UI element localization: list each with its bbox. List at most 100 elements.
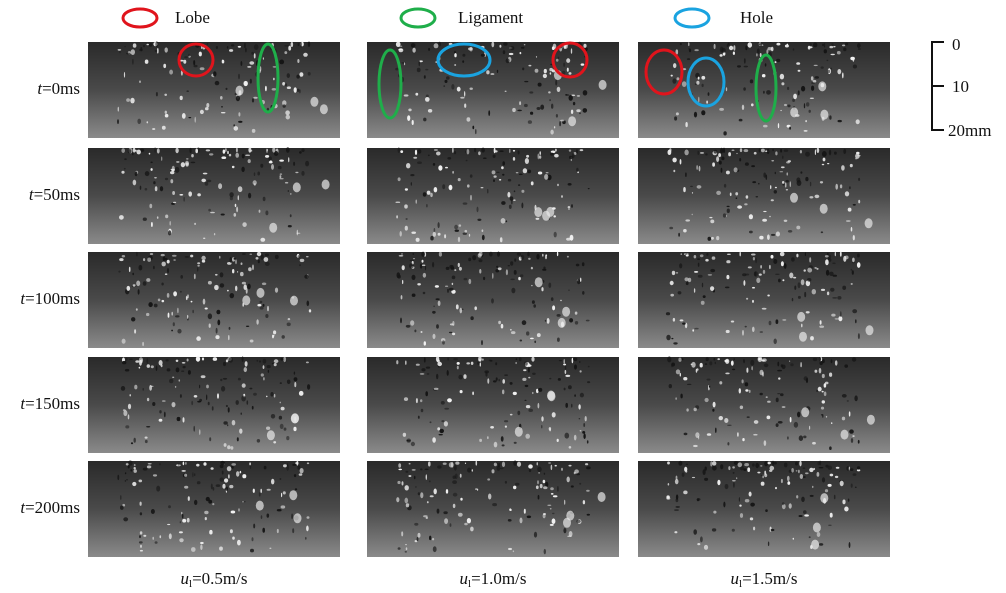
speckle xyxy=(221,106,223,108)
speckle xyxy=(752,300,754,303)
speckle xyxy=(413,157,417,159)
speckle xyxy=(734,358,735,360)
speckle xyxy=(515,483,520,486)
speckle xyxy=(272,88,277,91)
speckle xyxy=(455,230,459,232)
speckle xyxy=(830,513,833,518)
speckle xyxy=(421,252,425,257)
speckle xyxy=(821,66,824,68)
speckle xyxy=(297,89,300,92)
speckle xyxy=(716,236,719,240)
speckle xyxy=(300,468,304,473)
speckle xyxy=(400,318,402,324)
speckle xyxy=(769,216,771,218)
speckle xyxy=(556,114,558,118)
speckle xyxy=(236,400,239,405)
speckle xyxy=(481,148,485,153)
speckle xyxy=(201,256,205,260)
speckle xyxy=(825,489,828,492)
speckle xyxy=(148,302,152,307)
speckle xyxy=(288,225,292,227)
speckle xyxy=(840,311,842,317)
speckle xyxy=(258,260,260,264)
speckle xyxy=(533,304,536,308)
speckle xyxy=(552,305,555,310)
speckle xyxy=(684,433,688,436)
speckle xyxy=(706,357,709,361)
speckle xyxy=(705,153,708,155)
speckle xyxy=(447,289,449,293)
speckle xyxy=(800,150,802,153)
speckle xyxy=(666,495,669,498)
speckle xyxy=(543,480,546,484)
speckle xyxy=(582,262,585,266)
speckle xyxy=(405,188,408,190)
droplet xyxy=(242,295,250,305)
speckle xyxy=(551,493,554,495)
speckle xyxy=(454,53,456,57)
speckle xyxy=(559,360,562,361)
speckle xyxy=(745,499,750,502)
speckle xyxy=(154,147,155,153)
speckle xyxy=(136,281,140,287)
speckle xyxy=(241,61,243,66)
speckle xyxy=(267,149,268,151)
speckle xyxy=(287,380,291,385)
speckle xyxy=(263,377,265,380)
speckle xyxy=(710,286,714,291)
speckle xyxy=(727,209,730,214)
speckle xyxy=(155,541,158,544)
speckle xyxy=(426,517,428,519)
speckle xyxy=(822,477,825,482)
speckle xyxy=(449,332,452,333)
speckle xyxy=(150,253,153,255)
speckle xyxy=(157,148,160,153)
speckle xyxy=(126,463,129,465)
speckle xyxy=(680,394,682,399)
speckle xyxy=(252,406,254,410)
speckle xyxy=(286,115,290,120)
speckle xyxy=(757,48,760,54)
speckle xyxy=(285,182,288,184)
speckle xyxy=(518,184,520,186)
speckle xyxy=(429,536,431,541)
speckle xyxy=(712,409,714,412)
speckle xyxy=(727,442,729,445)
speckle xyxy=(811,86,814,91)
speckle xyxy=(494,148,496,153)
speckle xyxy=(132,482,136,486)
speckle xyxy=(831,43,833,46)
photo xyxy=(88,357,340,453)
speckle xyxy=(220,272,224,277)
speckle xyxy=(436,374,438,380)
speckle xyxy=(149,153,151,155)
speckle xyxy=(460,308,463,314)
speckle xyxy=(253,489,255,493)
speckle xyxy=(271,414,275,419)
speckle xyxy=(304,275,309,279)
speckle xyxy=(216,310,220,315)
speckle xyxy=(513,150,515,152)
speckle xyxy=(242,356,244,362)
speckle xyxy=(575,321,578,325)
speckle xyxy=(465,463,466,464)
speckle xyxy=(474,148,476,152)
speckle xyxy=(172,255,177,257)
speckle xyxy=(582,431,585,434)
speckle xyxy=(776,59,780,62)
row-text: =150ms xyxy=(25,394,80,413)
speckle xyxy=(723,148,725,153)
speckle xyxy=(400,150,403,153)
speckle xyxy=(569,446,572,449)
speckle xyxy=(414,330,416,333)
speckle xyxy=(714,44,716,49)
speckle xyxy=(670,294,674,297)
speckle xyxy=(306,526,309,532)
speckle xyxy=(696,81,699,85)
speckle xyxy=(520,255,524,260)
speckle xyxy=(536,254,539,259)
speckle xyxy=(505,481,507,484)
speckle xyxy=(513,157,515,161)
speckle xyxy=(260,306,264,309)
speckle xyxy=(781,82,784,85)
